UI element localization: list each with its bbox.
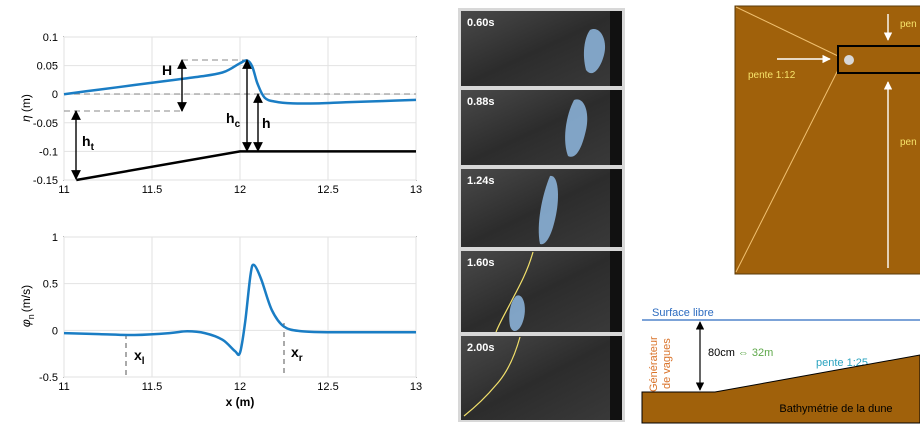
profile-view: Surface libre Générateur de vagues 80cm ⇔… (641, 307, 920, 424)
y-tick-label: 0.1 (43, 32, 58, 44)
ht-label: ht (82, 133, 95, 153)
x-tick-label: 12 (234, 381, 246, 393)
slope-label: pente 1:25 (816, 357, 868, 369)
phi-y-axis-label: φn(m/s) (19, 285, 36, 327)
y-tick-label: 0.05 (37, 61, 58, 73)
phi-chart: 11 11.5 12 12.5 13 1 0.5 0 -0.5 xl xr φn(m/s) x … (19, 232, 422, 409)
y-tick-label: -0.15 (33, 175, 58, 187)
xl-label: xl (134, 347, 145, 367)
h-label: h (262, 115, 271, 131)
x-tick-label: 12.5 (317, 381, 338, 393)
surface-label: Surface libre (652, 307, 714, 319)
frame-1: 0.88s (461, 90, 622, 165)
bathymetry-line (76, 150, 416, 182)
frame-time-label: 2.00s (467, 342, 495, 354)
x-tick-label: 13 (410, 381, 422, 393)
frame-strip: 0.60s 0.88s 1.24s 1.60s 2.00s (458, 8, 625, 422)
frame-time-label: 0.60s (467, 17, 495, 29)
x-tick-label: 11 (58, 381, 69, 393)
H-label: H (162, 62, 172, 78)
frame-time-label: 0.88s (467, 96, 495, 108)
frame-time-label: 1.60s (467, 257, 495, 269)
plan-edge-lower (735, 69, 839, 273)
y-tick-label: 0 (52, 325, 58, 337)
y-tick-label: -0.1 (39, 146, 58, 158)
frame-3: 1.60s (461, 251, 622, 333)
y-tick-label: -0.5 (39, 372, 58, 384)
dune-bathymetry (641, 354, 920, 424)
eta-y-axis-label: η(m) (19, 94, 33, 122)
phi-grid (63, 236, 417, 378)
x-tick-label: 13 (410, 184, 422, 196)
x-tick-label: 11.5 (142, 381, 163, 393)
y-tick-label: 1 (52, 232, 58, 244)
plan-label-left: pente 1:12 (748, 70, 796, 81)
x-tick-label: 12 (234, 184, 246, 196)
generator-label-line2: de vagues (661, 338, 673, 389)
x-tick-label: 11 (58, 184, 69, 196)
frame-0: 0.60s (461, 11, 622, 86)
bathymetry-label: Bathymétrie de la dune (779, 403, 892, 415)
plan-label-right: pen (900, 137, 917, 148)
plan-edge-upper (735, 6, 839, 57)
plan-gauge-dot (844, 55, 854, 65)
plan-label-top: pen (900, 19, 917, 30)
x-tick-label: 12.5 (317, 184, 338, 196)
phi-series-line (63, 263, 416, 357)
y-tick-label: -0.05 (33, 118, 58, 130)
frame-2: 1.24s (461, 169, 622, 247)
depth-scale-label: 80cm ⇔ 32m (708, 347, 773, 359)
eta-tick-labels: 11 11.5 12 12.5 13 0.1 0.05 0 -0.05 -0.1 -0.15 (33, 32, 422, 196)
hc-label: hc (226, 110, 241, 130)
x-tick-label: 11.5 (142, 184, 163, 196)
phi-tick-labels: 11 11.5 12 12.5 13 1 0.5 0 -0.5 (39, 232, 422, 393)
y-tick-label: 0 (52, 89, 58, 101)
plan-view: pen pente 1:12 pen (734, 5, 920, 275)
generator-label-line1: Générateur (648, 336, 660, 392)
x-axis-label: x (m) (226, 395, 255, 409)
frame-time-label: 1.24s (467, 175, 495, 187)
y-tick-label: 0.5 (43, 279, 58, 291)
eta-chart: 11 11.5 12 12.5 13 0.1 0.05 0 -0.05 -0.1 -0.15 H h… (19, 32, 422, 196)
frame-4: 2.00s (461, 336, 622, 420)
xr-label: xr (291, 344, 303, 364)
